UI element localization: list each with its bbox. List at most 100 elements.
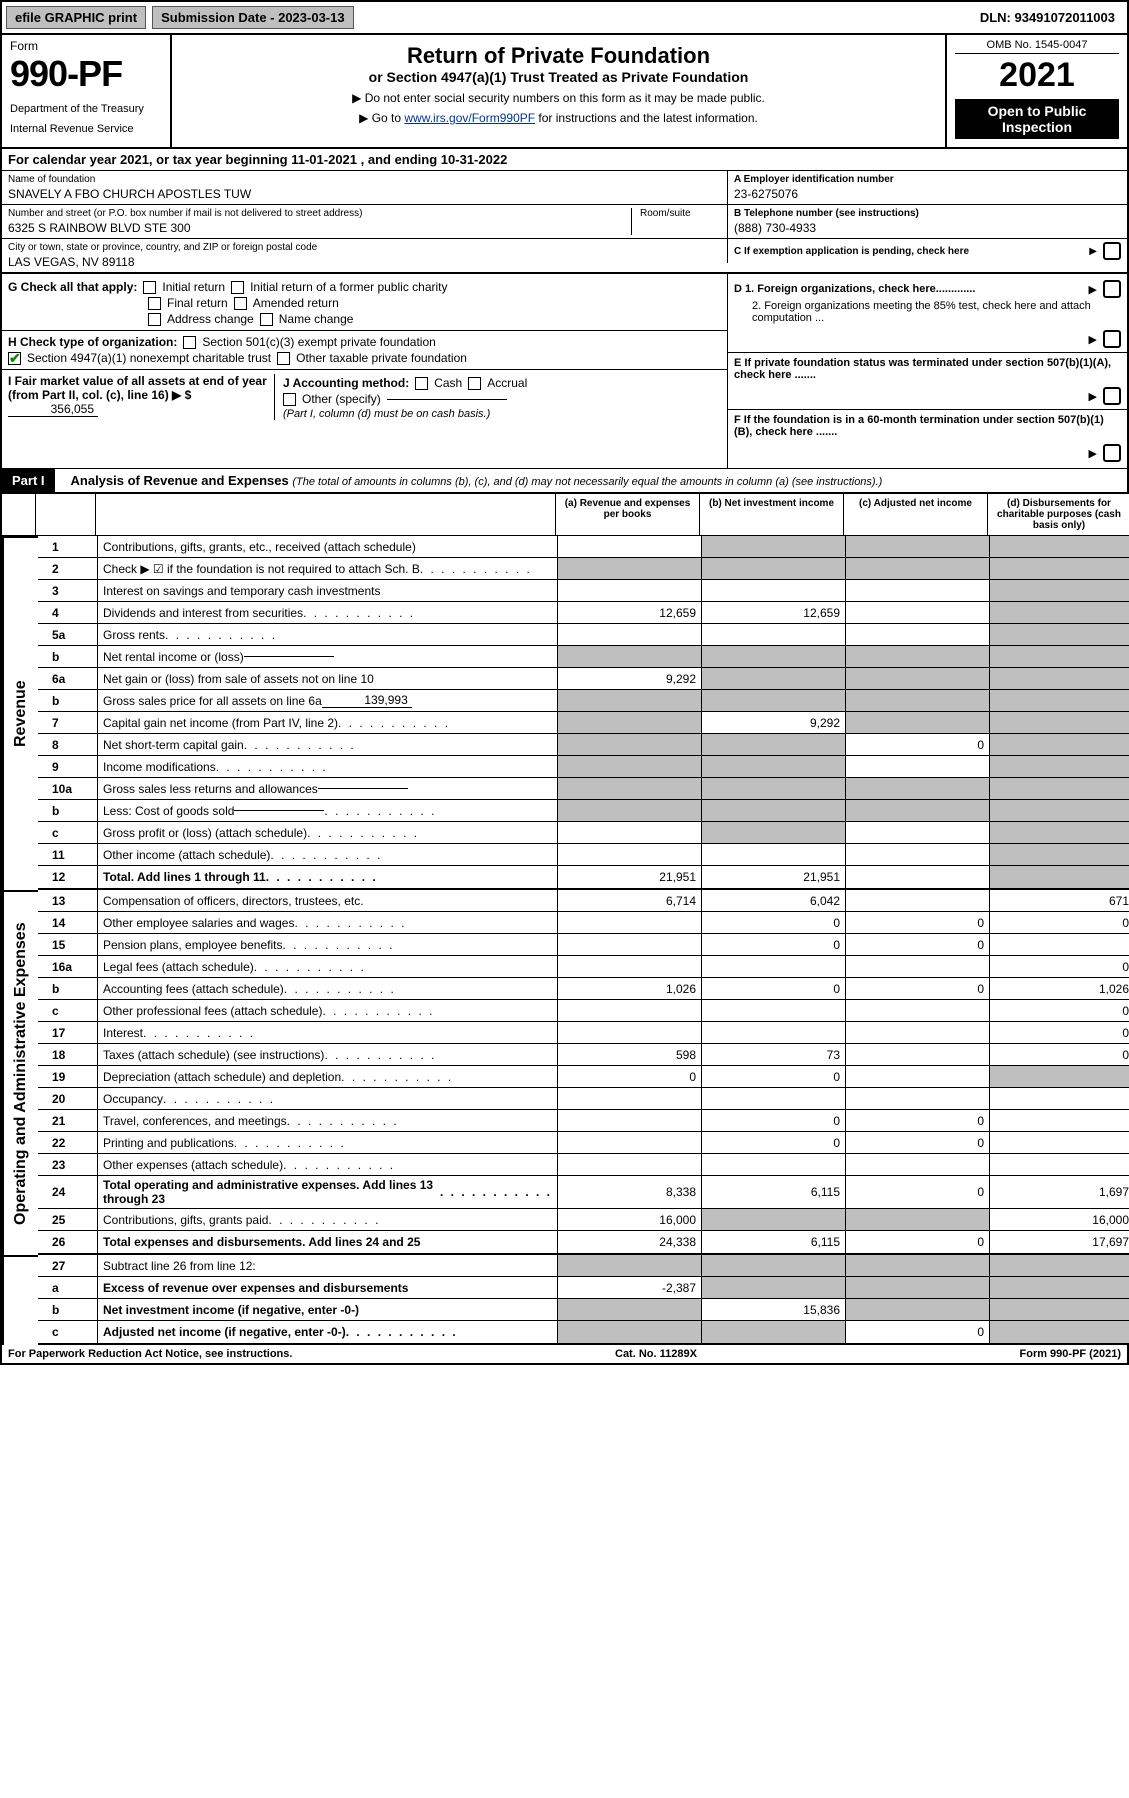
table-cell: 0 bbox=[702, 912, 846, 933]
f-checkbox[interactable] bbox=[1103, 444, 1121, 462]
tel-cell: B Telephone number (see instructions) (8… bbox=[727, 205, 1127, 239]
footer-bar: For Paperwork Reduction Act Notice, see … bbox=[0, 1345, 1129, 1365]
j-other-checkbox[interactable] bbox=[283, 393, 296, 406]
table-cell bbox=[990, 1132, 1129, 1153]
line-description: Interest bbox=[98, 1022, 558, 1043]
submission-date-label: Submission Date - 2023-03-13 bbox=[152, 6, 354, 29]
header-right: OMB No. 1545-0047 2021 Open to Public In… bbox=[947, 35, 1127, 147]
line-number: c bbox=[38, 822, 98, 843]
table-cell bbox=[702, 580, 846, 601]
table-cell bbox=[702, 1209, 846, 1230]
line-description: Excess of revenue over expenses and disb… bbox=[98, 1277, 558, 1298]
ein-value: 23-6275076 bbox=[734, 187, 1121, 201]
table-cell bbox=[558, 712, 702, 733]
j-accrual-checkbox[interactable] bbox=[468, 377, 481, 390]
line-description: Printing and publications bbox=[98, 1132, 558, 1153]
e-checkbox[interactable] bbox=[1103, 387, 1121, 405]
line-description: Net short-term capital gain bbox=[98, 734, 558, 755]
g-initial-former-checkbox[interactable] bbox=[231, 281, 244, 294]
check-right: D 1. Foreign organizations, check here..… bbox=[727, 274, 1127, 468]
col-side-blank bbox=[0, 494, 36, 536]
table-cell bbox=[558, 1299, 702, 1320]
table-cell bbox=[990, 844, 1129, 865]
table-cell: 8,338 bbox=[558, 1176, 702, 1208]
omb-number: OMB No. 1545-0047 bbox=[955, 39, 1119, 54]
table-cell: 16,000 bbox=[990, 1209, 1129, 1230]
table-cell bbox=[702, 1277, 846, 1298]
column-headers: (a) Revenue and expenses per books (b) N… bbox=[0, 494, 1129, 536]
c-checkbox[interactable] bbox=[1103, 242, 1121, 260]
table-cell bbox=[702, 668, 846, 689]
table-cell bbox=[846, 1299, 990, 1320]
g-initial-return-checkbox[interactable] bbox=[143, 281, 156, 294]
dln-label: DLN: 93491072011003 bbox=[972, 7, 1123, 28]
table-cell bbox=[702, 1255, 846, 1276]
g-address-change-checkbox[interactable] bbox=[148, 313, 161, 326]
table-row: 23Other expenses (attach schedule) bbox=[38, 1154, 1129, 1176]
instr-goto-pre: ▶ Go to bbox=[359, 111, 404, 125]
table-cell bbox=[990, 800, 1129, 821]
g-final-return-checkbox[interactable] bbox=[148, 297, 161, 310]
j-cash-checkbox[interactable] bbox=[415, 377, 428, 390]
footer-right: Form 990-PF (2021) bbox=[1020, 1348, 1121, 1360]
h-opt-1: Section 4947(a)(1) nonexempt charitable … bbox=[27, 351, 271, 365]
table-row: bNet investment income (if negative, ent… bbox=[38, 1299, 1129, 1321]
j-opt-0: Cash bbox=[434, 376, 462, 390]
table-cell bbox=[558, 1022, 702, 1043]
g-amended-return-checkbox[interactable] bbox=[234, 297, 247, 310]
table-cell: 0 bbox=[990, 1022, 1129, 1043]
col-desc-blank bbox=[96, 494, 556, 536]
table-cell bbox=[702, 624, 846, 645]
table-cell: 0 bbox=[990, 1000, 1129, 1021]
line-number: 26 bbox=[38, 1231, 98, 1253]
open-public-badge: Open to Public Inspection bbox=[955, 99, 1119, 139]
line-description: Total expenses and disbursements. Add li… bbox=[98, 1231, 558, 1253]
line-description: Total. Add lines 1 through 11 bbox=[98, 866, 558, 888]
table-row: cGross profit or (loss) (attach schedule… bbox=[38, 822, 1129, 844]
g-name-change-checkbox[interactable] bbox=[260, 313, 273, 326]
expense-rows: 13Compensation of officers, directors, t… bbox=[38, 890, 1129, 1255]
table-cell bbox=[990, 1110, 1129, 1131]
line-description: Other employee salaries and wages bbox=[98, 912, 558, 933]
table-cell bbox=[702, 1321, 846, 1343]
table-row: 4Dividends and interest from securities1… bbox=[38, 602, 1129, 624]
table-cell bbox=[558, 646, 702, 667]
line-description: Accounting fees (attach schedule) bbox=[98, 978, 558, 999]
line-number: 4 bbox=[38, 602, 98, 623]
table-cell: 0 bbox=[846, 978, 990, 999]
h-4947a1-checkbox[interactable] bbox=[8, 352, 21, 365]
line-description: Net rental income or (loss) bbox=[98, 646, 558, 667]
table-row: bNet rental income or (loss) bbox=[38, 646, 1129, 668]
instr-goto: ▶ Go to www.irs.gov/Form990PF for instru… bbox=[180, 111, 937, 125]
dept-irs: Internal Revenue Service bbox=[10, 123, 162, 135]
table-cell bbox=[702, 734, 846, 755]
table-cell bbox=[990, 690, 1129, 711]
table-cell bbox=[558, 1321, 702, 1343]
table-cell bbox=[558, 624, 702, 645]
table-cell: 0 bbox=[990, 956, 1129, 977]
line-number: 7 bbox=[38, 712, 98, 733]
line-number: 21 bbox=[38, 1110, 98, 1131]
line-number: 15 bbox=[38, 934, 98, 955]
d1-checkbox[interactable] bbox=[1103, 280, 1121, 298]
line-number: 23 bbox=[38, 1154, 98, 1175]
d1-label: D 1. Foreign organizations, check here..… bbox=[734, 283, 975, 295]
j-other-specify-input[interactable] bbox=[387, 399, 507, 400]
form-number: 990-PF bbox=[10, 53, 162, 95]
identification-block: Name of foundation SNAVELY A FBO CHURCH … bbox=[0, 170, 1129, 274]
line-description: Interest on savings and temporary cash i… bbox=[98, 580, 558, 601]
instr-link[interactable]: www.irs.gov/Form990PF bbox=[404, 111, 535, 125]
h-501c3-checkbox[interactable] bbox=[183, 336, 196, 349]
table-cell bbox=[990, 668, 1129, 689]
table-cell bbox=[990, 756, 1129, 777]
table-cell bbox=[558, 1132, 702, 1153]
table-row: 12Total. Add lines 1 through 1121,95121,… bbox=[38, 866, 1129, 888]
h-opt-2: Other taxable private foundation bbox=[296, 351, 467, 365]
h-other-taxable-checkbox[interactable] bbox=[277, 352, 290, 365]
d2-checkbox[interactable] bbox=[1103, 330, 1121, 348]
table-cell bbox=[990, 602, 1129, 623]
table-cell: 21,951 bbox=[558, 866, 702, 888]
efile-print-button[interactable]: efile GRAPHIC print bbox=[6, 6, 146, 29]
table-cell bbox=[990, 1255, 1129, 1276]
line-description: Net gain or (loss) from sale of assets n… bbox=[98, 668, 558, 689]
